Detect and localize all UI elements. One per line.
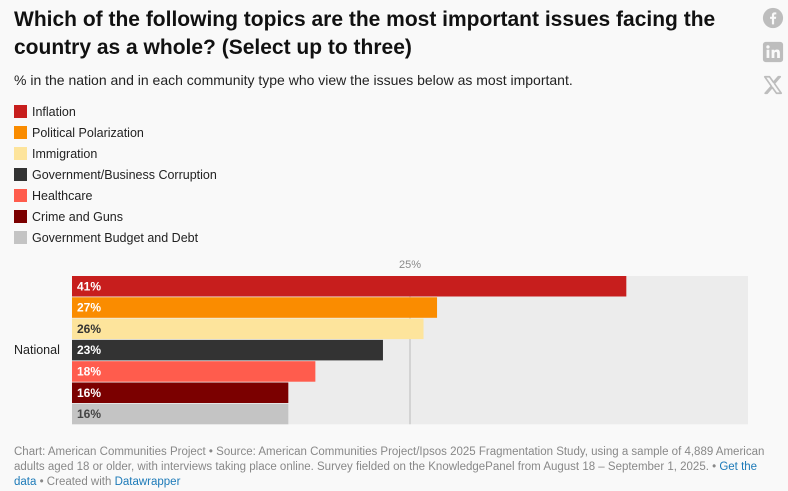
legend-item: Immigration xyxy=(14,143,217,164)
legend-label: Immigration xyxy=(32,146,98,161)
legend-swatch xyxy=(14,126,27,139)
chart-subtitle: % in the nation and in each community ty… xyxy=(14,72,573,88)
bar-immigration xyxy=(72,318,424,340)
legend-swatch xyxy=(14,147,27,160)
x-icon xyxy=(763,75,783,95)
chart-footer: Chart: American Communities Project • So… xyxy=(14,445,774,490)
datawrapper-link[interactable]: Datawrapper xyxy=(114,476,181,488)
bar-value-label: 26% xyxy=(77,322,101,336)
bar-value-label: 41% xyxy=(77,279,101,293)
facebook-share-button[interactable] xyxy=(762,7,784,29)
linkedin-icon xyxy=(762,41,784,63)
legend-swatch xyxy=(14,105,27,118)
legend-item: Crime and Guns xyxy=(14,206,217,227)
legend-swatch xyxy=(14,210,27,223)
chart-title: Which of the following topics are the mo… xyxy=(14,8,716,59)
bar-value-label: 16% xyxy=(77,407,101,421)
legend: Inflation Political Polarization Immigrati… xyxy=(14,101,217,248)
group-label-national: National xyxy=(14,343,60,357)
legend-item: Healthcare xyxy=(14,185,217,206)
legend-item: Political Polarization xyxy=(14,122,217,143)
footer-created-with: • Created with xyxy=(36,476,115,488)
legend-label: Government Budget and Debt xyxy=(32,230,199,245)
reference-line-label: 25% xyxy=(399,259,421,271)
x-share-button[interactable] xyxy=(762,74,784,96)
legend-item: Inflation xyxy=(14,101,217,122)
bar-value-label: 18% xyxy=(77,364,101,378)
get-the-data-link[interactable]: Get the data xyxy=(14,461,758,488)
legend-item: Government/Business Corruption xyxy=(14,164,217,185)
bar-value-label: 16% xyxy=(77,386,101,400)
legend-swatch xyxy=(14,231,27,244)
bar-value-label: 27% xyxy=(77,301,101,315)
legend-label: Crime and Guns xyxy=(32,209,124,224)
legend-label: Political Polarization xyxy=(32,125,144,140)
bar-healthcare xyxy=(72,361,316,382)
legend-swatch xyxy=(14,189,27,202)
bar-value-label: 23% xyxy=(77,343,101,357)
bar-chart: 25% 41% 27% 26% 23% 18% 16% 16% National xyxy=(14,259,748,425)
bar-government-budget-and-debt xyxy=(72,403,289,425)
legend-item: Government Budget and Debt xyxy=(14,227,217,248)
linkedin-share-button[interactable] xyxy=(762,41,784,63)
bar-crime-and-guns xyxy=(72,382,289,403)
legend-label: Healthcare xyxy=(32,188,93,203)
legend-label: Government/Business Corruption xyxy=(32,167,217,182)
legend-swatch xyxy=(14,168,27,181)
legend-label: Inflation xyxy=(32,104,76,119)
bar-political-polarization xyxy=(72,297,438,318)
footer-source-text: Chart: American Communities Project • So… xyxy=(14,446,765,473)
bar-inflation xyxy=(72,276,627,297)
bar-government-business-corruption xyxy=(72,339,383,361)
facebook-icon xyxy=(762,7,784,29)
